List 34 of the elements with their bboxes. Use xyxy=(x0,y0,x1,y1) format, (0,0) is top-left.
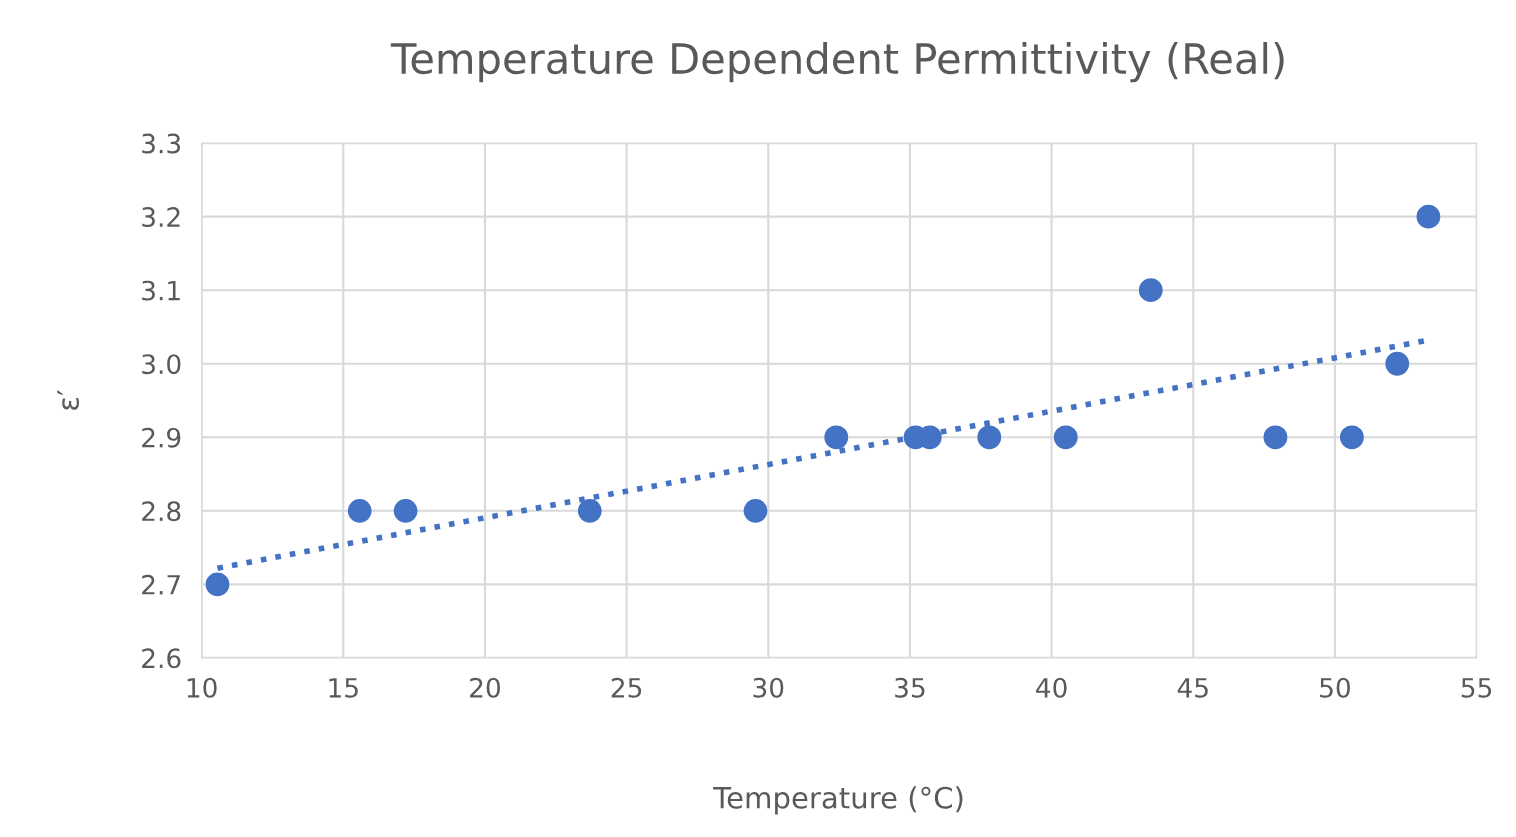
x-tick-label: 20 xyxy=(470,677,500,698)
x-tick-label: 25 xyxy=(611,677,642,698)
point xyxy=(1263,425,1288,450)
y-tick-label: 2.8 xyxy=(142,501,181,522)
point xyxy=(393,498,418,523)
x-tick-label: 50 xyxy=(1320,677,1350,698)
point xyxy=(1385,351,1410,376)
point xyxy=(824,425,849,450)
chart-title: Temperature Dependent Permittivity (Real) xyxy=(390,42,1284,83)
point xyxy=(205,572,230,597)
x-tick-label: 55 xyxy=(1461,678,1492,698)
point xyxy=(577,498,602,523)
y-tick-label: 2.7 xyxy=(142,574,180,595)
x-tick-label: 30 xyxy=(753,677,784,698)
x-axis-title: Temperature (°C) xyxy=(713,786,963,815)
point xyxy=(977,425,1002,450)
y-tick-label: 3.2 xyxy=(142,207,180,228)
x-tick-label: 15 xyxy=(329,678,358,698)
x-tick-label: 40 xyxy=(1036,677,1067,698)
x-tick-label: 35 xyxy=(895,677,925,698)
point xyxy=(1053,425,1078,450)
y-axis-title: ε′ xyxy=(57,390,80,410)
point xyxy=(1138,278,1163,303)
y-tick-label: 3.3 xyxy=(142,133,181,154)
x-tick-label: 45 xyxy=(1177,678,1208,698)
x-tick-label: 10 xyxy=(187,677,217,698)
y-tick-label: 3.1 xyxy=(142,280,180,301)
point xyxy=(1416,204,1441,229)
point xyxy=(743,498,768,523)
y-tick-label: 2.9 xyxy=(142,427,181,448)
y-tick-label: 3.0 xyxy=(142,354,181,375)
point xyxy=(1340,425,1364,450)
point xyxy=(347,498,372,523)
y-tick-label: 2.6 xyxy=(142,648,181,669)
